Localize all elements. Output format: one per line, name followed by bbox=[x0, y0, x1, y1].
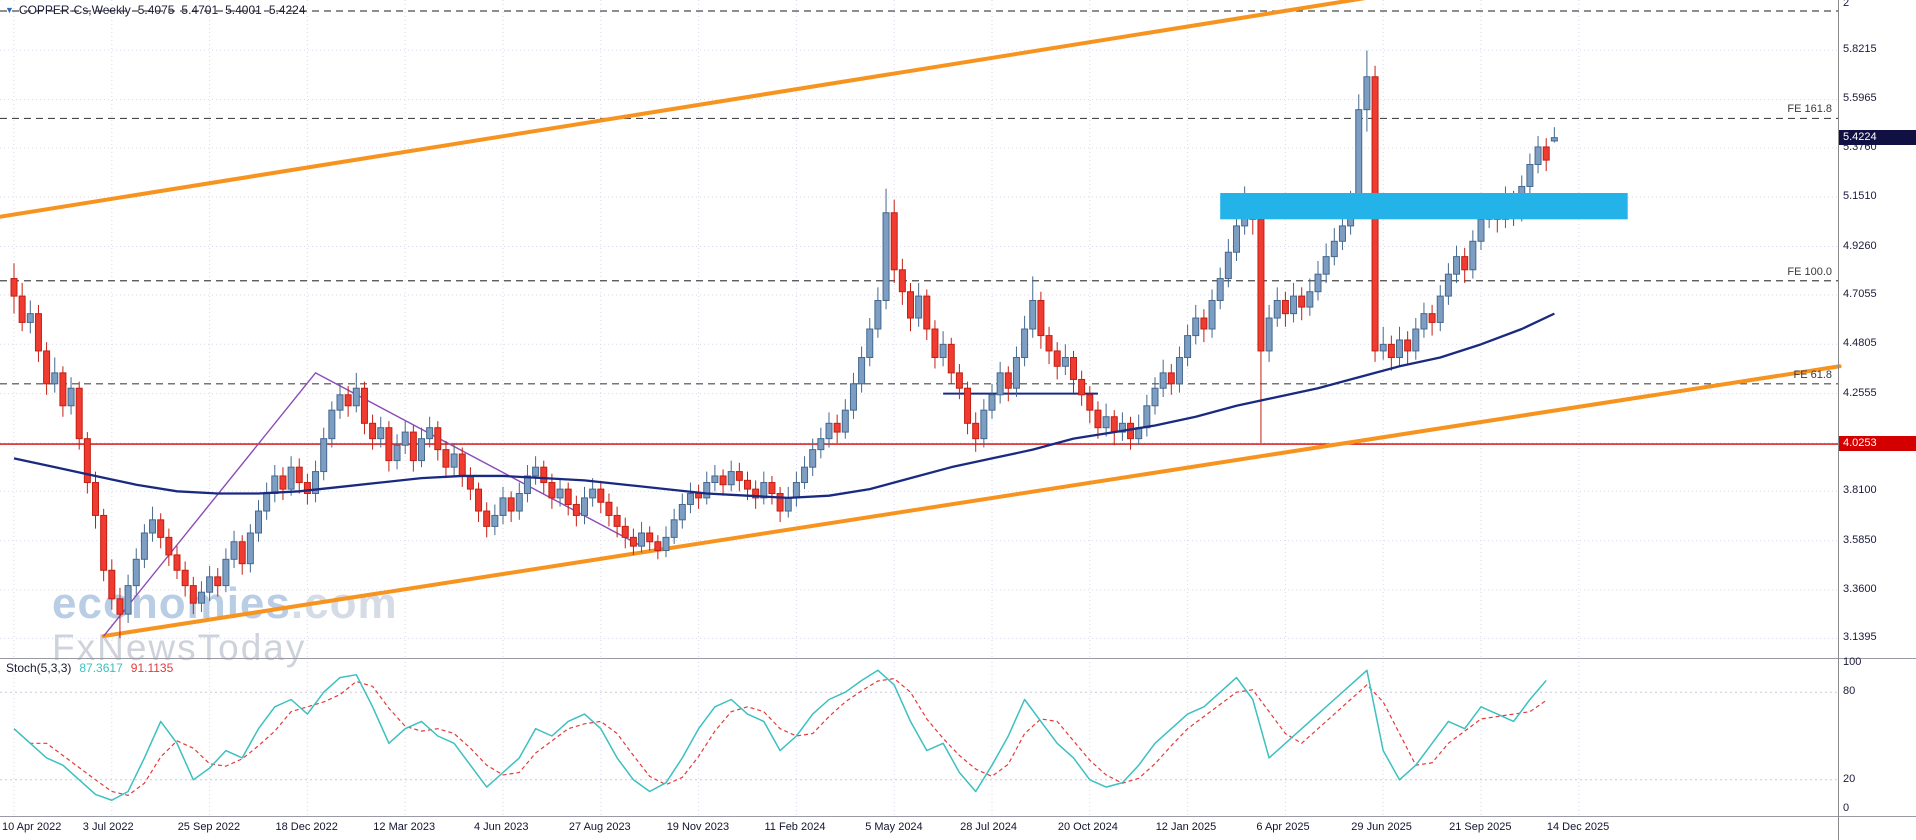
stoch-d-line bbox=[13, 677, 1547, 797]
price-tick-label: 4.2555 bbox=[1843, 386, 1877, 399]
stoch-tick-label: 100 bbox=[1843, 656, 1862, 668]
stoch-tick-label: 80 bbox=[1843, 685, 1856, 698]
watermark-brand-text: economies bbox=[52, 579, 291, 628]
price-tick-label: 3.5850 bbox=[1843, 533, 1877, 546]
stoch-k-line bbox=[13, 669, 1547, 801]
fib-level-label[interactable]: FE 161.8 bbox=[1787, 103, 1832, 116]
date-axis[interactable]: 10 Apr 2022 3 Jul 2022 25 Sep 2022 18 Dec 2… bbox=[0, 817, 1838, 840]
date-tick-label: 12 Mar 2023 bbox=[373, 821, 436, 833]
date-tick-label: 25 Sep 2022 bbox=[177, 821, 241, 833]
price-tick-label: 3.3600 bbox=[1843, 583, 1877, 595]
date-tick-label: 6 Apr 2025 bbox=[1256, 821, 1310, 833]
price-tick-label: 5.1510 bbox=[1843, 190, 1877, 203]
legend-open: 5.4075 bbox=[137, 3, 175, 17]
date-tick-label: 14 Dec 2025 bbox=[1546, 821, 1610, 833]
date-tick-label: 27 Aug 2023 bbox=[568, 821, 631, 833]
moving-average-line bbox=[13, 312, 1555, 500]
price-tick-label-partial: 2 bbox=[1843, 0, 1850, 9]
date-tick-label: 11 Feb 2024 bbox=[764, 821, 826, 833]
date-tick-label: 20 Oct 2024 bbox=[1057, 821, 1118, 833]
current-price-tag: 5.4224 bbox=[1839, 129, 1916, 145]
date-tick-label: 28 Jul 2024 bbox=[960, 821, 1017, 833]
grid-lines bbox=[0, 0, 1838, 658]
date-tick-label: 21 Sep 2025 bbox=[1449, 821, 1512, 833]
legend-close: 5.4224 bbox=[268, 3, 306, 17]
price-tick-label: 5.8215 bbox=[1843, 43, 1877, 56]
legend-high: 5.4701 bbox=[181, 3, 219, 17]
price-tick-label: 4.9260 bbox=[1843, 239, 1877, 252]
date-tick-label: 18 Dec 2022 bbox=[275, 821, 338, 833]
stochastic-d-value: 91.1135 bbox=[130, 661, 174, 675]
stochastic-canvas[interactable] bbox=[0, 658, 1916, 816]
watermark-subtitle: FxNewsToday bbox=[52, 626, 307, 668]
candles bbox=[10, 50, 1558, 639]
date-tick-label: 12 Jan 2025 bbox=[1155, 821, 1217, 833]
price-tick-label: 4.4805 bbox=[1843, 337, 1877, 350]
price-tick-label: 3.1395 bbox=[1843, 631, 1877, 644]
resistance-zone bbox=[1220, 193, 1628, 220]
zigzag-line bbox=[103, 371, 642, 637]
stochastic-name: Stoch(5,3,3) bbox=[6, 661, 72, 675]
price-axis[interactable]: 2 5.8215 5.5965 5.3760 5.1510 4.9260 4.7055 4.4… bbox=[1838, 0, 1916, 840]
fib-level-label[interactable]: FE 61.8 bbox=[1793, 368, 1832, 381]
watermark: economies.com FxNewsToday bbox=[52, 579, 398, 668]
date-axis-separator bbox=[0, 816, 1916, 817]
price-tick-label: 3.8100 bbox=[1843, 484, 1877, 497]
stoch-tick-label: 20 bbox=[1843, 772, 1856, 785]
price-chart-canvas[interactable] bbox=[0, 0, 1916, 658]
watermark-brand: economies.com bbox=[52, 579, 398, 628]
stochastic-k-value: 87.3617 bbox=[79, 661, 123, 675]
price-tick-label: 5.5965 bbox=[1843, 92, 1877, 105]
symbol-title: COPPER-Cs,Weekly bbox=[18, 3, 131, 17]
legend-low: 5.4001 bbox=[225, 3, 262, 17]
stoch-tick-label: 0 bbox=[1843, 802, 1850, 814]
stoch-grid bbox=[0, 658, 1838, 816]
date-tick-label: 4 Jun 2023 bbox=[474, 821, 529, 833]
trend-channel bbox=[0, 0, 1842, 639]
chart-legend: ▼ COPPER-Cs,Weekly 5.4075 5.4701 5.4001 5.422… bbox=[5, 3, 306, 17]
fib-level-label[interactable]: FE 100.0 bbox=[1787, 265, 1832, 278]
date-tick-label: 5 May 2024 bbox=[865, 821, 923, 833]
date-tick-label: 29 Jun 2025 bbox=[1351, 821, 1412, 833]
stochastic-legend: Stoch(5,3,3) 87.3617 91.1135 bbox=[6, 661, 173, 675]
red-level-price-tag: 4.0253 bbox=[1839, 436, 1916, 452]
date-tick-label: 3 Jul 2022 bbox=[82, 821, 134, 833]
panel-separator[interactable] bbox=[0, 658, 1916, 659]
symbol-dropdown-icon[interactable]: ▼ bbox=[5, 5, 14, 15]
date-tick-label: 10 Apr 2022 bbox=[2, 821, 62, 833]
price-tick-label: 4.7055 bbox=[1843, 287, 1877, 300]
date-tick-label: 19 Nov 2023 bbox=[666, 821, 730, 833]
